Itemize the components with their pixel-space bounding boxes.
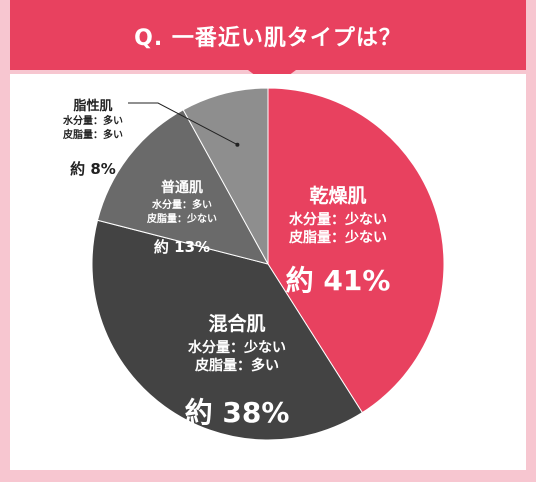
question-header: Q. 一番近い肌タイプは？ bbox=[10, 0, 526, 88]
pie-slice-3 bbox=[96, 109, 269, 265]
slice-detail: 水分量：少ない bbox=[289, 211, 387, 228]
leader-line bbox=[128, 102, 238, 146]
question-title: Q. 一番近い肌タイプは？ bbox=[134, 26, 402, 51]
slice-detail: 皮脂量：多い bbox=[62, 128, 123, 141]
pie-slice-1 bbox=[267, 87, 445, 414]
slice-detail: 皮脂量：少ない bbox=[288, 229, 387, 246]
slice-name: 普通肌 bbox=[161, 179, 203, 196]
slice-value-label: 約 13% bbox=[154, 238, 210, 256]
slice-name: 乾燥肌 bbox=[309, 184, 366, 207]
header-banner bbox=[10, 0, 526, 88]
slice-detail: 水分量：少ない bbox=[188, 339, 286, 356]
leader-dot bbox=[235, 142, 240, 147]
slice-value-label: 約 38% bbox=[185, 396, 290, 429]
slice-detail: 水分量：多い bbox=[151, 198, 212, 211]
slice-detail: 皮脂量：少ない bbox=[146, 212, 217, 225]
slice-value-label: 約 41% bbox=[286, 264, 391, 297]
pie-slice-2 bbox=[91, 219, 364, 441]
slice-detail: 水分量：多い bbox=[62, 114, 123, 127]
slice-name: 脂性肌 bbox=[72, 98, 112, 114]
pie-slice-4 bbox=[182, 87, 269, 265]
slice-name: 混合肌 bbox=[208, 312, 265, 335]
slice-value-label: 約 8% bbox=[70, 160, 116, 178]
slice-detail: 皮脂量：多い bbox=[194, 357, 279, 374]
